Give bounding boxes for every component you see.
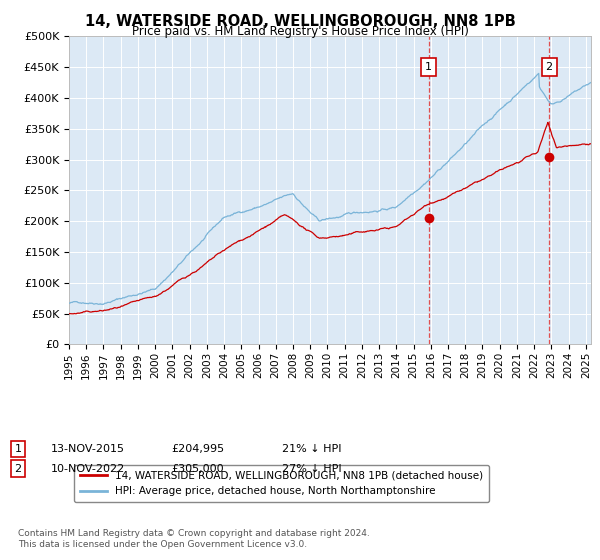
Text: 14, WATERSIDE ROAD, WELLINGBOROUGH, NN8 1PB: 14, WATERSIDE ROAD, WELLINGBOROUGH, NN8 … — [85, 14, 515, 29]
Text: 10-NOV-2022: 10-NOV-2022 — [51, 464, 125, 474]
Text: 1: 1 — [14, 444, 22, 454]
Legend: 14, WATERSIDE ROAD, WELLINGBOROUGH, NN8 1PB (detached house), HPI: Average price: 14, WATERSIDE ROAD, WELLINGBOROUGH, NN8 … — [74, 465, 489, 502]
Text: 1: 1 — [425, 62, 432, 72]
Text: 21% ↓ HPI: 21% ↓ HPI — [282, 444, 341, 454]
Text: 27% ↓ HPI: 27% ↓ HPI — [282, 464, 341, 474]
Text: 2: 2 — [545, 62, 553, 72]
Text: Contains HM Land Registry data © Crown copyright and database right 2024.
This d: Contains HM Land Registry data © Crown c… — [18, 529, 370, 549]
Text: £305,000: £305,000 — [171, 464, 224, 474]
Text: Price paid vs. HM Land Registry's House Price Index (HPI): Price paid vs. HM Land Registry's House … — [131, 25, 469, 38]
Text: 2: 2 — [14, 464, 22, 474]
Text: 13-NOV-2015: 13-NOV-2015 — [51, 444, 125, 454]
Text: £204,995: £204,995 — [171, 444, 224, 454]
